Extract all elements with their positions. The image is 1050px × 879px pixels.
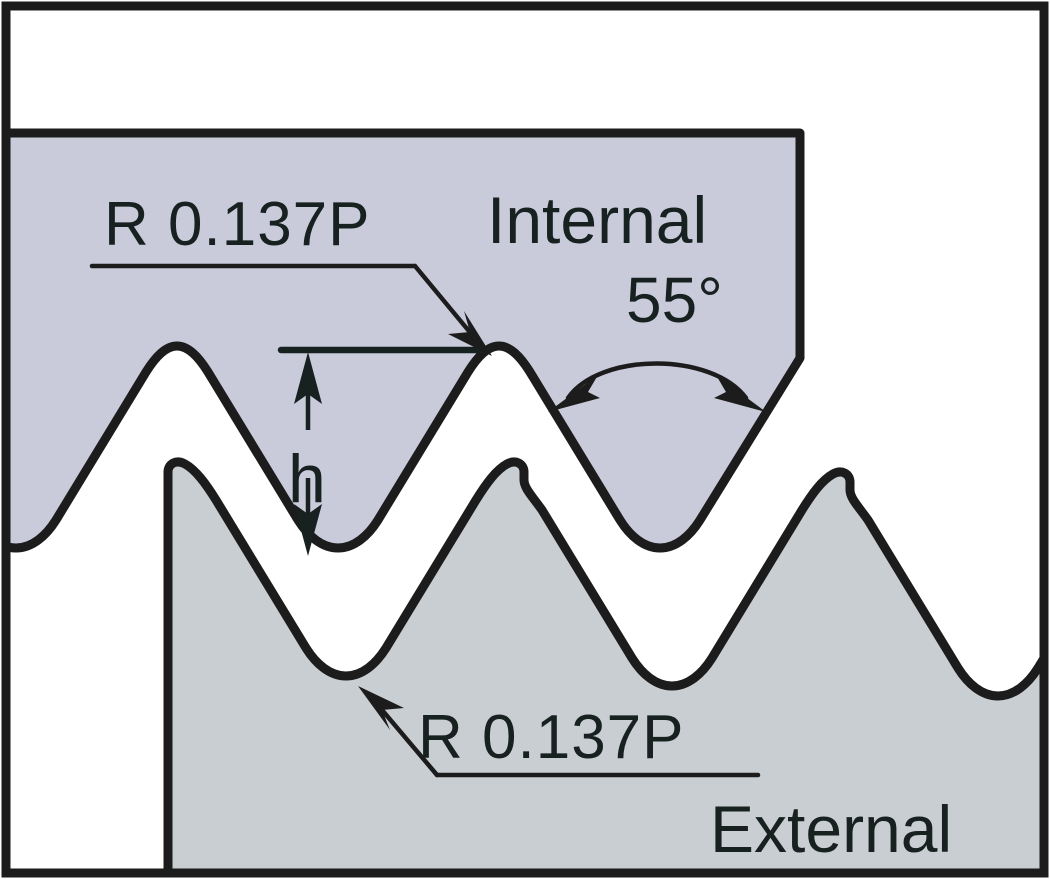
external-radius-leader-line [379, 707, 440, 778]
thread-height-arrow-up-head [294, 352, 322, 404]
internal-thread-body [9, 128, 805, 553]
external-radius-arrowhead [358, 686, 404, 730]
internal-part-label: Internal [487, 183, 707, 257]
flank-angle-arrow-left [548, 375, 600, 412]
flank-angle-arc [565, 361, 749, 401]
internal-radius-label: R 0.137P [104, 190, 371, 259]
flank-angle-arrow-right [714, 375, 766, 412]
external-part-label: External [710, 792, 952, 866]
external-radius-label: R 0.137P [418, 703, 685, 772]
internal-radius-leader-line [412, 263, 481, 345]
internal-radius-arrowhead [448, 311, 492, 356]
flank-angle-label: 55° [626, 264, 723, 336]
external-thread-body [163, 457, 1041, 870]
thread-height-arrow-down-head [294, 504, 322, 556]
thread-height-label: h [288, 441, 326, 517]
